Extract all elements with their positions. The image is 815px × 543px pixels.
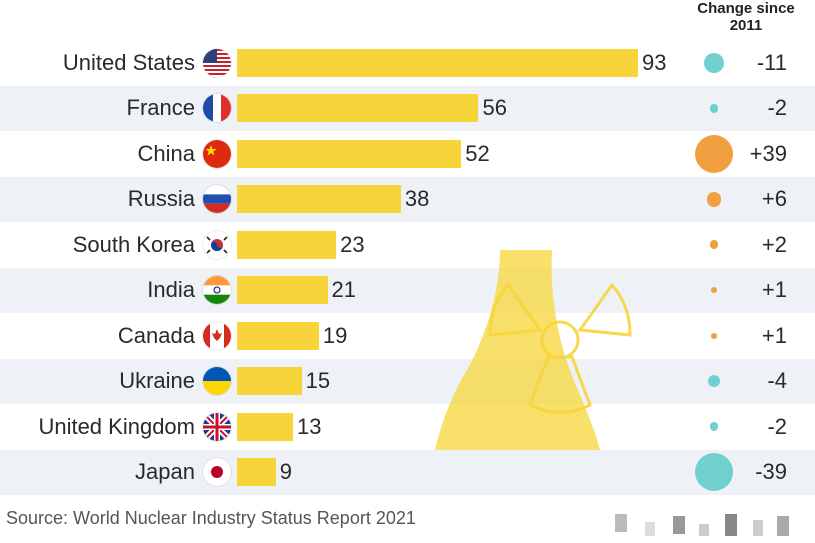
category-label: Ukraine	[119, 368, 195, 394]
category-label: United States	[62, 49, 195, 75]
change-bubble	[695, 134, 733, 173]
change-bubble	[707, 375, 721, 388]
source-note: Source: World Nuclear Industry Status Re…	[6, 508, 416, 528]
change-value-label: -2	[767, 95, 787, 121]
bar	[237, 367, 302, 396]
bar	[237, 321, 319, 350]
change-value-label: +2	[761, 231, 787, 257]
change-bubble	[709, 103, 719, 113]
bar-value-label: 52	[465, 140, 490, 166]
change-bubble	[710, 287, 718, 294]
bar-value-label: 23	[340, 231, 365, 257]
change-value-label: +1	[761, 322, 787, 348]
change-bubble	[709, 240, 719, 250]
bar	[237, 185, 401, 214]
reactor-radiation-icon	[435, 250, 632, 450]
change-value-label: -11	[756, 49, 787, 75]
china-flag-icon	[203, 139, 231, 168]
uk-flag-icon	[203, 412, 231, 441]
row-background	[0, 222, 815, 268]
row-background	[0, 404, 815, 450]
bar-value-label: 38	[404, 186, 430, 212]
france-flag-icon	[203, 94, 231, 123]
bar-value-label: 56	[482, 95, 507, 121]
bar	[237, 412, 294, 441]
ukraine-flag-icon	[203, 367, 231, 396]
india-flag-icon	[203, 276, 231, 305]
bar	[237, 48, 638, 77]
canada-flag-icon	[203, 321, 231, 350]
category-label: South Korea	[72, 231, 195, 257]
change-since-2011-header: Change since 2011	[697, 0, 795, 34]
japan-flag-icon	[203, 458, 231, 487]
bar	[237, 94, 479, 123]
bar-value-label: 21	[331, 277, 357, 303]
bar-value-label: 9	[279, 459, 293, 485]
bar-value-label: 13	[297, 413, 322, 439]
category-label: Japan	[135, 459, 195, 485]
category-label: Canada	[117, 322, 195, 348]
row-background	[0, 176, 815, 222]
change-bubble	[706, 191, 722, 207]
watermark-image	[595, 508, 810, 538]
bar-value-label: 93	[642, 49, 667, 75]
category-label: India	[147, 277, 195, 303]
bar	[237, 230, 337, 259]
change-value-label: -39	[755, 459, 787, 485]
change-bubble	[695, 453, 733, 492]
change-bubble	[709, 422, 719, 432]
bar-value-label: 15	[305, 368, 331, 394]
category-label: France	[126, 95, 195, 121]
row-background	[0, 449, 815, 495]
change-value-label: +1	[761, 277, 787, 303]
change-value-label: -4	[767, 368, 787, 394]
change-value-label: -2	[767, 413, 787, 439]
row-background	[0, 313, 815, 359]
bar	[237, 139, 462, 168]
bar	[237, 276, 328, 305]
category-label: China	[137, 140, 195, 166]
bar-value-label: 19	[322, 322, 348, 348]
bar	[237, 458, 276, 487]
change-bubble	[710, 332, 718, 339]
row-background	[0, 358, 815, 404]
change-value-label: +6	[761, 186, 787, 212]
category-label: United Kingdom	[38, 413, 195, 439]
russia-flag-icon	[203, 185, 231, 214]
row-background	[0, 267, 815, 313]
us-flag-icon	[203, 48, 231, 77]
south-korea-flag-icon	[203, 230, 231, 259]
change-value-label: +39	[749, 140, 787, 166]
change-bubble	[703, 52, 725, 73]
category-label: Russia	[127, 186, 195, 212]
